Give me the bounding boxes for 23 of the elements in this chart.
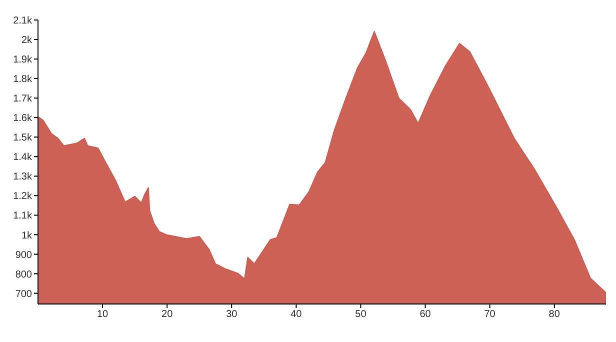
y-tick-label: 900 bbox=[15, 250, 32, 261]
y-tick-label: 1.9k bbox=[13, 54, 33, 66]
x-tick-label: 30 bbox=[226, 309, 238, 320]
y-tick-label: 2.1k bbox=[13, 16, 33, 27]
x-tick-label: 60 bbox=[420, 309, 432, 320]
y-tick-label: 1.7k bbox=[13, 94, 33, 105]
y-tick-label: 2k bbox=[21, 35, 33, 46]
x-tick-label: 80 bbox=[548, 309, 560, 320]
y-tick-label: 800 bbox=[15, 269, 32, 280]
x-tick-label: 70 bbox=[484, 309, 496, 320]
y-tick-label: 1.5k bbox=[13, 132, 33, 144]
y-tick-label: 1.4k bbox=[13, 152, 33, 164]
y-tick-label: 1.1k bbox=[13, 210, 33, 222]
y-tick-label: 700 bbox=[15, 288, 32, 300]
y-tick-label: 1.3k bbox=[13, 172, 33, 183]
y-tick-label: 1.6k bbox=[13, 113, 33, 124]
x-tick-label: 10 bbox=[96, 309, 109, 320]
x-tick-label: 50 bbox=[355, 309, 367, 320]
y-tick-label: 1k bbox=[21, 230, 33, 242]
x-tick-label: 40 bbox=[290, 309, 302, 320]
x-tick-label: 20 bbox=[162, 309, 174, 320]
y-tick-label: 1.2k bbox=[13, 191, 33, 202]
y-tick-label: 1.8k bbox=[13, 74, 33, 86]
